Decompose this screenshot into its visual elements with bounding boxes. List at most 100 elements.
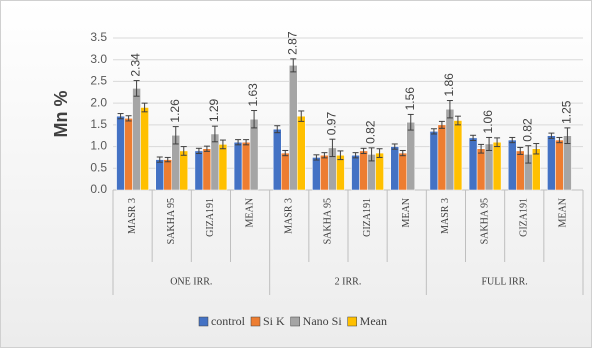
error-bar	[211, 125, 218, 143]
y-tick-label: 1.0	[90, 139, 107, 153]
bar	[437, 124, 447, 191]
error-bar	[337, 150, 344, 161]
x-tick-label: MASR 3	[127, 198, 138, 234]
y-axis-title: Mn %	[51, 91, 71, 138]
bar	[140, 107, 149, 191]
error-bar	[376, 148, 383, 158]
bar	[155, 159, 164, 191]
error-bar	[243, 139, 250, 146]
data-label: 1.86	[442, 73, 456, 97]
error-bar	[235, 139, 242, 146]
error-bar	[486, 136, 493, 151]
x-tick-label: MEAN	[244, 198, 255, 227]
legend-label: Mean	[360, 314, 387, 328]
bar	[297, 115, 306, 191]
bar	[336, 155, 345, 191]
error-bar	[180, 146, 187, 156]
data-label: 1.29	[207, 98, 221, 122]
error-bar	[509, 136, 516, 144]
error-bar	[407, 113, 414, 131]
x-tick-label: MEAN	[558, 198, 569, 227]
error-bar	[438, 120, 445, 129]
y-tick-label: 2.0	[90, 95, 107, 109]
error-bar	[125, 115, 132, 122]
bar	[281, 152, 290, 191]
group-label: ONE IRR.	[170, 276, 212, 287]
bar	[241, 141, 251, 191]
bar	[445, 108, 455, 191]
bar	[218, 144, 228, 191]
data-label: 0.82	[520, 118, 534, 142]
data-label: 1.63	[246, 83, 260, 107]
error-bar	[321, 152, 328, 159]
data-label: 2.87	[285, 31, 299, 55]
bar	[375, 152, 384, 191]
bar	[249, 118, 259, 191]
error-bar	[203, 145, 210, 152]
x-tick-label: MASR 3	[284, 198, 295, 234]
bar	[194, 150, 204, 191]
error-bar	[219, 139, 226, 150]
bar	[468, 137, 478, 191]
error-bar	[360, 147, 367, 155]
data-label: 0.97	[325, 112, 339, 136]
bar	[320, 155, 329, 191]
legend-label: Si K	[263, 314, 285, 328]
bar	[312, 157, 321, 191]
error-bar	[290, 58, 297, 73]
error-bar	[430, 128, 437, 135]
bar	[532, 148, 541, 191]
error-bar	[117, 113, 124, 120]
error-bar	[156, 156, 163, 163]
error-bar	[548, 132, 555, 139]
bar	[398, 152, 407, 191]
error-bar	[298, 110, 305, 122]
bar	[124, 118, 133, 191]
legend-swatch	[347, 316, 357, 327]
x-tick-label: MASR 3	[440, 198, 451, 234]
data-label: 1.56	[403, 87, 417, 111]
data-label: 1.26	[168, 99, 182, 123]
bar	[179, 150, 188, 191]
bar	[492, 141, 502, 191]
bar	[476, 148, 486, 191]
y-tick-label: 0.0	[90, 182, 107, 196]
bar	[233, 141, 243, 191]
x-tick-label: SAKHA 95	[323, 198, 334, 244]
error-bar	[164, 156, 171, 163]
error-bar	[141, 102, 148, 113]
y-tick-label: 0.5	[90, 160, 107, 174]
bar	[453, 120, 463, 191]
bar	[289, 65, 298, 191]
y-tick-label: 3.5	[90, 30, 107, 44]
error-bar	[329, 138, 336, 158]
error-bar	[470, 134, 477, 141]
error-bar	[517, 146, 524, 155]
bar	[273, 128, 282, 191]
x-tick-label: SAKHA 95	[479, 198, 490, 244]
legend-label: control	[211, 314, 246, 328]
error-bar	[368, 147, 375, 162]
data-label: 0.82	[364, 120, 378, 144]
bar	[406, 122, 415, 191]
x-tick-label: GIZA191	[205, 198, 216, 237]
error-bar	[282, 149, 289, 157]
data-label: 2.34	[129, 53, 143, 77]
x-tick-label: GIZA191	[519, 198, 530, 237]
error-bar	[494, 137, 501, 148]
legend-label: Nano Si	[303, 314, 343, 328]
legend-swatch	[250, 316, 261, 327]
bar	[132, 88, 141, 191]
bar	[210, 133, 220, 191]
error-bar	[391, 143, 398, 150]
error-bar	[525, 145, 532, 164]
error-bar	[564, 127, 571, 145]
error-bar	[195, 147, 202, 155]
error-bar	[446, 100, 453, 119]
error-bar	[533, 143, 540, 155]
bar	[359, 150, 368, 191]
y-tick-label: 3.0	[90, 52, 107, 66]
data-label: 1.06	[481, 110, 495, 134]
x-tick-label: MEAN	[401, 198, 412, 227]
